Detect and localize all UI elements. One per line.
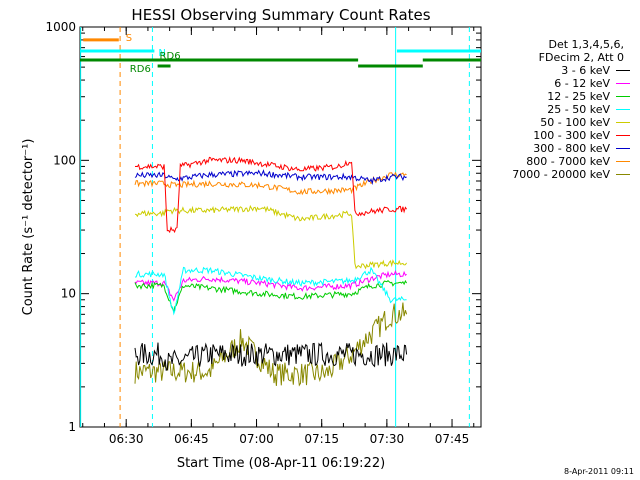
vertical-markers [80, 27, 470, 427]
legend-swatch [616, 83, 630, 84]
legend-entry-label: 50 - 100 keV [540, 116, 610, 129]
legend-entry-label: 12 - 25 keV [547, 90, 610, 103]
y-axis-label: Count Rate (s⁻¹ detector⁻¹) [21, 139, 36, 316]
legend-entry: 3 - 6 keV [480, 64, 630, 77]
legend: Det 1,3,4,5,6, FDecim 2, Att 0 3 - 6 keV… [480, 38, 630, 181]
y-tick-label: 100 [53, 153, 76, 167]
series-line-7 [134, 171, 407, 196]
x-tick-label: 07:00 [239, 432, 274, 446]
plot-frame [79, 26, 482, 428]
series-line-8 [134, 302, 408, 387]
timestamp: 8-Apr-2011 09:11 [564, 467, 634, 476]
series-line-3 [134, 266, 407, 316]
legend-swatch [616, 161, 630, 162]
x-tick-label: 06:30 [109, 432, 144, 446]
series-lines [134, 156, 408, 387]
legend-entry: 7000 - 20000 keV [480, 168, 630, 181]
axes-layer: 06:30 06:45 07:00 07:15 07:30 07:45 1 10 100 1000 [45, 20, 481, 446]
legend-swatch [616, 96, 630, 97]
series-line-4 [134, 204, 408, 270]
y-tick-label: 1 [68, 420, 76, 434]
legend-swatch [616, 148, 630, 149]
legend-entry: 25 - 50 keV [480, 103, 630, 116]
legend-entry: 12 - 25 keV [480, 90, 630, 103]
flag-label: S [126, 33, 132, 44]
legend-entry-label: 7000 - 20000 keV [512, 168, 610, 181]
legend-header-2: FDecim 2, Att 0 [538, 51, 624, 64]
chart-title: HESSI Observing Summary Count Rates [131, 6, 430, 24]
legend-entry-label: 6 - 12 keV [554, 77, 610, 90]
x-tick-label: 07:15 [304, 432, 339, 446]
flag-label: N [158, 48, 165, 59]
legend-entry: 100 - 300 keV [480, 129, 630, 142]
y-tick-label: 1000 [45, 20, 76, 34]
legend-entry: 50 - 100 keV [480, 116, 630, 129]
flag-label: RD6 [130, 64, 151, 75]
legend-entry: 300 - 800 keV [480, 142, 630, 155]
x-tick-label: 06:45 [174, 432, 209, 446]
series-line-1 [134, 269, 407, 302]
flag-label: RD6 [160, 51, 181, 62]
legend-swatch [616, 135, 630, 136]
series-line-5 [134, 156, 408, 234]
legend-entry-label: 25 - 50 keV [547, 103, 610, 116]
legend-entry-label: 800 - 7000 keV [526, 155, 610, 168]
series-line-6 [134, 169, 407, 186]
x-axis-label: Start Time (08-Apr-11 06:19:22) [177, 456, 385, 471]
legend-swatch [616, 122, 630, 123]
x-tick-label: 07:30 [370, 432, 405, 446]
legend-header-1: Det 1,3,4,5,6, [548, 38, 624, 51]
legend-entry: 6 - 12 keV [480, 77, 630, 90]
legend-entry-label: 100 - 300 keV [533, 129, 610, 142]
legend-swatch [616, 70, 630, 71]
legend-swatch [616, 109, 630, 110]
series-line-2 [134, 279, 408, 313]
legend-entry: 800 - 7000 keV [480, 155, 630, 168]
legend-entry-label: 3 - 6 keV [561, 64, 610, 77]
series-line-0 [134, 341, 408, 371]
y-tick-label: 10 [61, 287, 76, 301]
legend-entry-label: 300 - 800 keV [533, 142, 610, 155]
legend-swatch [616, 174, 630, 175]
x-tick-label: 07:45 [435, 432, 470, 446]
